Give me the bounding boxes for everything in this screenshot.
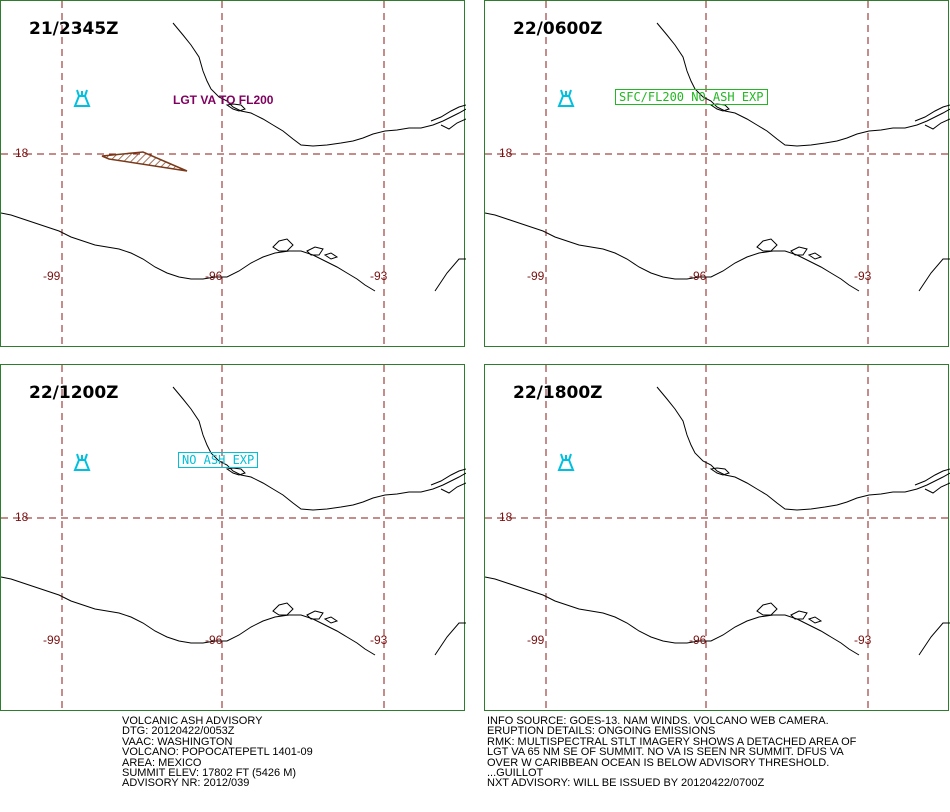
coastline — [1, 22, 466, 292]
advisory-line: VOLCANIC ASH ADVISORY — [122, 715, 263, 727]
lat-lon-grid — [1, 365, 466, 712]
map-canvas — [485, 1, 950, 348]
lon-label: -99 — [43, 269, 61, 283]
map-canvas — [1, 1, 466, 348]
advisory-line: RMK: MULTISPECTRAL STLT IMAGERY SHOWS A … — [487, 735, 857, 748]
lon-label: -99 — [43, 633, 61, 647]
advisory-line: SUMMIT ELEV: 17802 FT (5426 M) — [122, 766, 297, 779]
map-canvas — [485, 365, 950, 712]
lon-label: -93 — [854, 269, 872, 283]
lon-label: -96 — [689, 633, 707, 647]
advisory-line: LGT VA 65 NM SE OF SUMMIT. NO VA IS SEEN… — [487, 746, 844, 759]
lat-lon-grid — [1, 1, 466, 348]
advisory-line: ERUPTION DETAILS: ONGOING EMISSIONS — [487, 725, 716, 738]
lon-label: -93 — [854, 633, 872, 647]
ash-forecast-label: SFC/FL200 NO ASH EXP — [615, 89, 768, 105]
advisory-line: ...GUILLOT — [487, 766, 544, 779]
volcano-icon — [557, 453, 575, 471]
advisory-right-text: INFO SOURCE: GOES-13. NAM WINDS. VOLCANO… — [487, 715, 857, 790]
advisory-line: DTG: 20120422/0053Z — [122, 725, 235, 738]
lat-label: 18 — [499, 146, 513, 160]
volcano-icon — [73, 453, 91, 471]
lon-label: -96 — [205, 633, 223, 647]
coastline — [485, 386, 950, 656]
advisory-line: INFO SOURCE: GOES-13. NAM WINDS. VOLCANO… — [487, 715, 829, 727]
advisory-line: VAAC: WASHINGTON — [122, 735, 233, 748]
ash-forecast-label: NO ASH EXP — [178, 452, 259, 468]
advisory-line: VOLCANO: POPOCATEPETL 1401-09 — [122, 746, 313, 759]
lat-label: 18 — [15, 146, 29, 160]
coastline — [1, 386, 466, 656]
map-panel-4: 22/1800Z 18 -99 -96 -93 — [484, 364, 950, 712]
lon-label: -93 — [370, 633, 388, 647]
map-panel-1: 21/2345Z 18 -99 -96 -93 LGT VA TO FL200 — [0, 0, 466, 348]
advisory-line: ADVISORY NR: 2012/039 — [122, 777, 250, 790]
ash-forecast-label: LGT VA TO FL200 — [173, 93, 274, 107]
volcano-icon — [73, 89, 91, 107]
map-panel-2: 22/0600Z 18 -99 -96 -93 SFC/FL200 NO ASH EXP — [484, 0, 950, 348]
forecast-time: 22/0600Z — [513, 19, 603, 39]
lat-lon-grid — [485, 365, 950, 712]
volcano-icon — [557, 89, 575, 107]
ash-cloud-area — [101, 151, 188, 172]
forecast-time: 22/1200Z — [29, 383, 119, 403]
lat-label: 18 — [499, 510, 513, 524]
advisory-line: AREA: MEXICO — [122, 756, 202, 769]
advisory-line: OVER W CARIBBEAN OCEAN IS BELOW ADVISORY… — [487, 756, 830, 769]
lon-label: -99 — [527, 633, 545, 647]
lon-label: -93 — [370, 269, 388, 283]
coastline — [485, 22, 950, 292]
advisory-left-text: VOLCANIC ASH ADVISORY DTG: 20120422/0053… — [122, 715, 313, 790]
lon-label: -96 — [205, 269, 223, 283]
advisory-line: NXT ADVISORY: WILL BE ISSUED BY 20120422… — [487, 777, 765, 790]
map-panel-3: 22/1200Z 18 -99 -96 -93 NO ASH EXP — [0, 364, 466, 712]
lat-label: 18 — [15, 510, 29, 524]
forecast-time: 22/1800Z — [513, 383, 603, 403]
map-canvas — [1, 365, 466, 712]
lon-label: -99 — [527, 269, 545, 283]
lon-label: -96 — [689, 269, 707, 283]
lat-lon-grid — [485, 1, 950, 348]
forecast-time: 21/2345Z — [29, 19, 119, 39]
